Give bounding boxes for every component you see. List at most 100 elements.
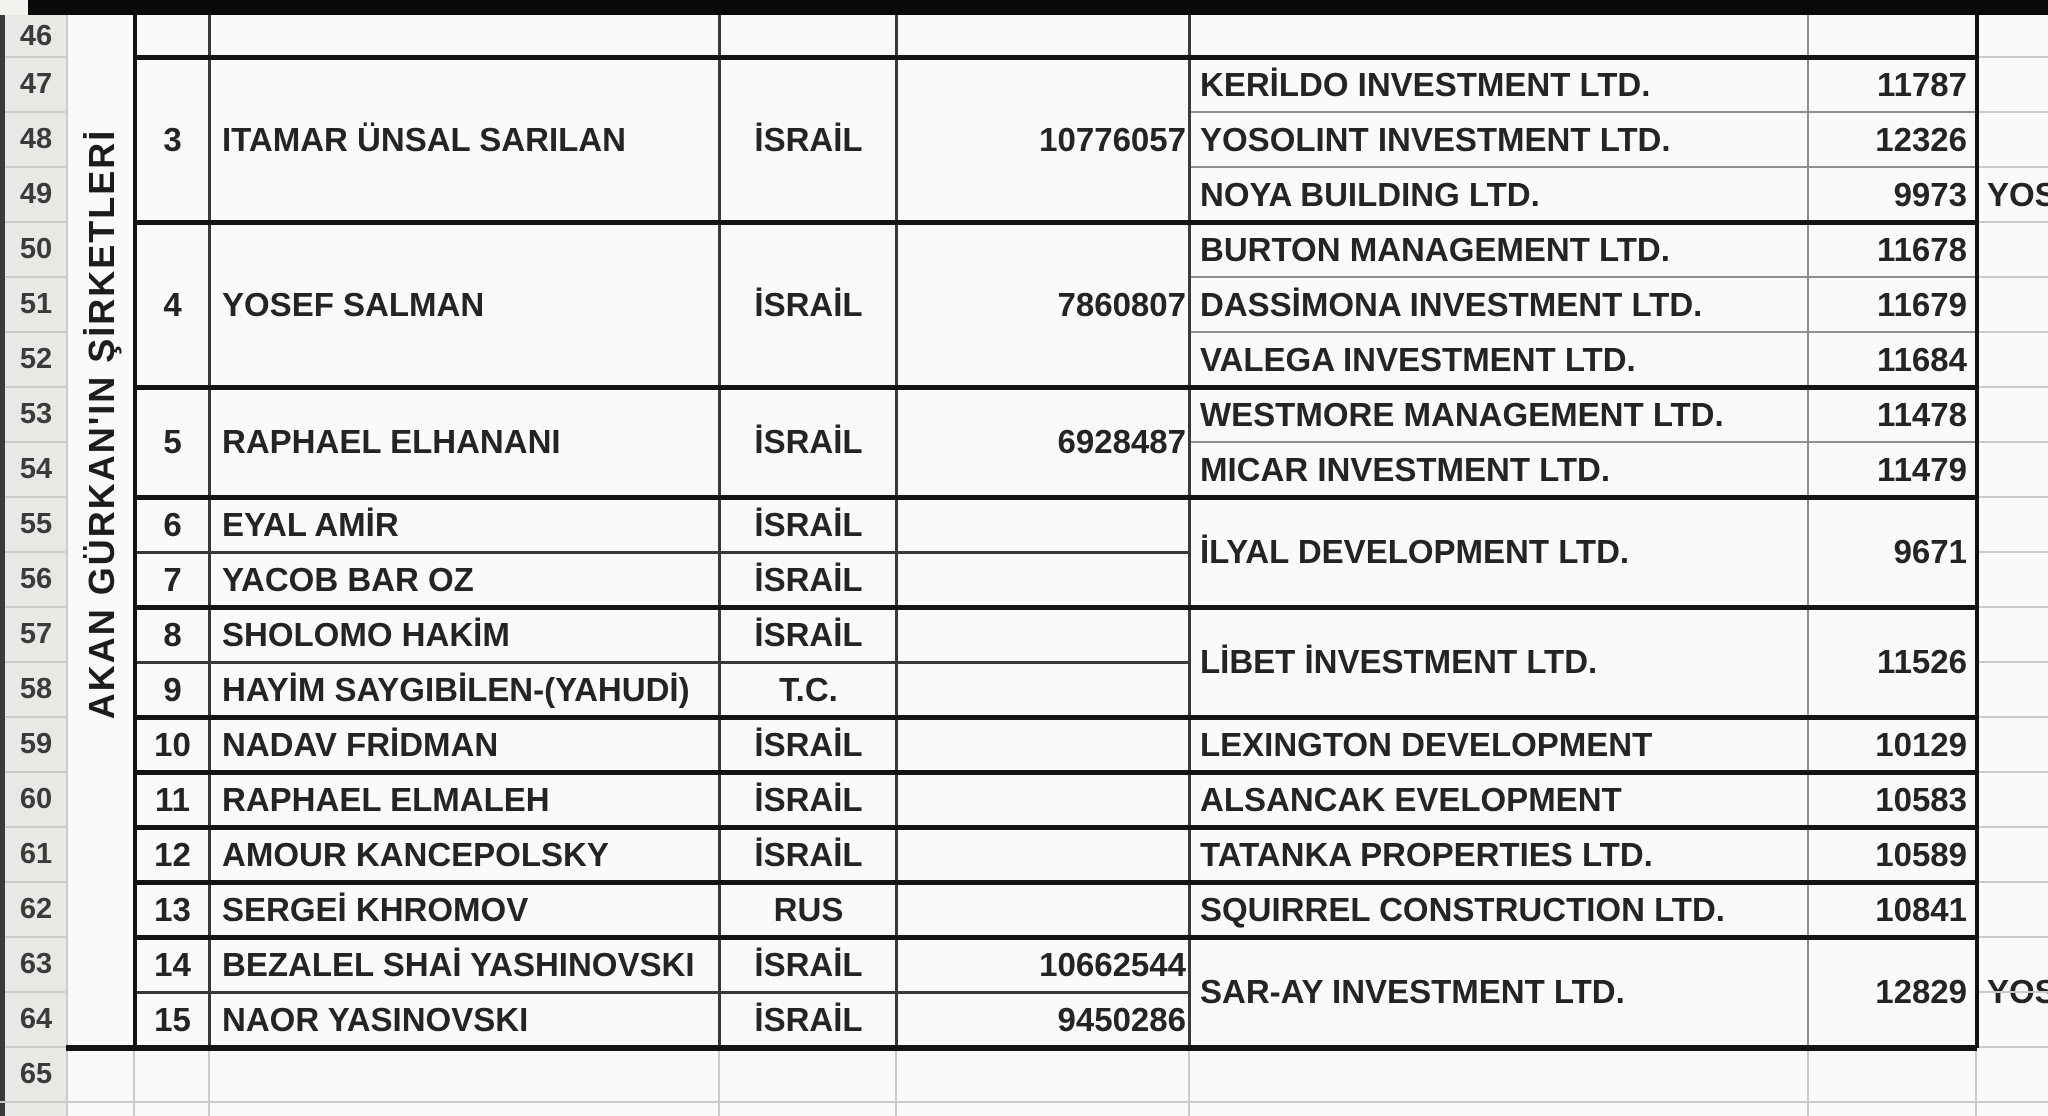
cell-company-no[interactable]: 11679 xyxy=(1877,285,1967,323)
row-header[interactable]: 50 xyxy=(19,233,53,265)
row-header[interactable]: 52 xyxy=(19,343,53,375)
cell-company[interactable]: LİBET İNVESTMENT LTD. xyxy=(1200,643,1598,680)
gridline xyxy=(1977,111,2048,113)
cell-nationality[interactable]: İSRAİL xyxy=(754,1000,863,1038)
cell-nationality[interactable]: İSRAİL xyxy=(754,945,863,983)
row-header[interactable]: 47 xyxy=(19,68,53,100)
cell-name[interactable]: ITAMAR ÜNSAL SARILAN xyxy=(222,120,626,158)
cell-company-no[interactable]: 12829 xyxy=(1875,973,1967,1010)
cell-id[interactable]: 7860807 xyxy=(1057,285,1186,323)
cell-name[interactable]: RAPHAEL ELHANANI xyxy=(222,423,561,460)
row-header[interactable]: 62 xyxy=(19,893,53,925)
row-header[interactable]: 49 xyxy=(19,178,53,210)
cell-company[interactable]: NOYA BUILDING LTD. xyxy=(1200,175,1540,213)
row-header[interactable]: 56 xyxy=(19,563,53,595)
cell-id[interactable]: 10662544 xyxy=(1039,945,1186,983)
cell-nationality[interactable]: İSRAİL xyxy=(754,835,863,873)
row-header[interactable]: 64 xyxy=(19,1003,53,1035)
cell-company[interactable]: TATANKA PROPERTIES LTD. xyxy=(1200,835,1653,873)
cell-company[interactable]: MICAR INVESTMENT LTD. xyxy=(1200,450,1611,488)
cell-company[interactable]: WESTMORE MANAGEMENT LTD. xyxy=(1200,395,1724,433)
cell-name[interactable]: NADAV FRİDMAN xyxy=(222,725,499,763)
cell-company[interactable]: ALSANCAK EVELOPMENT xyxy=(1200,780,1622,818)
cell-company[interactable]: DASSİMONA INVESTMENT LTD. xyxy=(1200,285,1703,323)
row-header[interactable]: 51 xyxy=(19,288,53,320)
cell-no[interactable]: 7 xyxy=(163,560,182,598)
row-header[interactable]: 53 xyxy=(19,398,53,430)
cell-company-no[interactable]: 11479 xyxy=(1877,450,1967,488)
cell-no[interactable]: 12 xyxy=(154,835,191,873)
cell-no[interactable]: 6 xyxy=(163,505,182,543)
cell-company-no[interactable]: 10583 xyxy=(1875,780,1967,818)
row-header[interactable]: 58 xyxy=(19,673,53,705)
cell-nationality[interactable]: İSRAİL xyxy=(754,725,863,763)
cell-no[interactable]: 10 xyxy=(154,725,191,763)
cell-id[interactable]: 9450286 xyxy=(1057,1000,1186,1038)
cell-no[interactable]: 5 xyxy=(163,423,182,460)
cell-nationality[interactable]: T.C. xyxy=(779,670,838,708)
cell-no[interactable]: 3 xyxy=(163,120,182,158)
cell-nationality[interactable]: İSRAİL xyxy=(754,615,863,653)
row-header[interactable]: 60 xyxy=(19,783,53,815)
cell-nationality[interactable]: İSRAİL xyxy=(754,505,863,543)
row-header[interactable]: 63 xyxy=(19,948,53,980)
cell-id[interactable]: 6928487 xyxy=(1057,423,1186,460)
group-title-vertical[interactable]: AKAN GÜRKAN'IN ŞİRKETLERİ xyxy=(68,127,135,720)
row-header[interactable]: 59 xyxy=(19,728,53,760)
gridline xyxy=(1977,716,2048,718)
row-header[interactable]: 55 xyxy=(19,508,53,540)
cell-name[interactable]: HAYİM SAYGIBİLEN-(YAHUDİ) xyxy=(222,670,690,708)
gridline xyxy=(5,496,67,498)
row-header[interactable]: 48 xyxy=(19,123,53,155)
cell-company[interactable]: İLYAL DEVELOPMENT LTD. xyxy=(1200,533,1630,570)
cell-company[interactable]: SQUIRREL CONSTRUCTION LTD. xyxy=(1200,890,1725,928)
group-border xyxy=(133,385,1977,390)
cell-name[interactable]: YACOB BAR OZ xyxy=(222,560,474,598)
cell-company[interactable]: YOSOLINT INVESTMENT LTD. xyxy=(1200,120,1671,158)
cell-name[interactable]: NAOR YASINOVSKI xyxy=(222,1000,529,1038)
row-header[interactable]: 54 xyxy=(19,453,53,485)
cell-no[interactable]: 13 xyxy=(154,890,191,928)
cell-company-no[interactable]: 11684 xyxy=(1877,340,1967,378)
cell-company-no[interactable]: 11478 xyxy=(1877,395,1967,433)
cell-no[interactable]: 15 xyxy=(154,1000,191,1038)
cell-company-no[interactable]: 10841 xyxy=(1875,890,1967,928)
cell-name[interactable]: RAPHAEL ELMALEH xyxy=(222,780,550,818)
row-header[interactable]: 61 xyxy=(19,838,53,870)
cell-nationality[interactable]: İSRAİL xyxy=(754,423,863,460)
cell-company-no[interactable]: 10589 xyxy=(1875,835,1967,873)
cell-company[interactable]: KERİLDO INVESTMENT LTD. xyxy=(1200,65,1651,103)
cell-nationality[interactable]: İSRAİL xyxy=(754,285,863,323)
cell-note-truncated[interactable]: YOS xyxy=(1987,175,2048,213)
cell-nationality[interactable]: İSRAİL xyxy=(754,120,863,158)
cell-company-no[interactable]: 11678 xyxy=(1877,230,1967,268)
row-header[interactable]: 57 xyxy=(19,618,53,650)
row-header[interactable]: 46 xyxy=(19,20,53,52)
cell-nationality[interactable]: İSRAİL xyxy=(754,780,863,818)
cell-id[interactable]: 10776057 xyxy=(1039,120,1186,158)
cell-name[interactable]: EYAL AMİR xyxy=(222,505,399,543)
cell-company-no[interactable]: 9671 xyxy=(1893,533,1967,570)
cell-company-no[interactable]: 10129 xyxy=(1875,725,1967,763)
cell-name[interactable]: SHOLOMO HAKİM xyxy=(222,615,510,653)
cell-company[interactable]: LEXINGTON DEVELOPMENT xyxy=(1200,725,1653,763)
cell-company[interactable]: BURTON MANAGEMENT LTD. xyxy=(1200,230,1670,268)
cell-name[interactable]: YOSEF SALMAN xyxy=(222,285,485,323)
cell-no[interactable]: 4 xyxy=(163,285,182,323)
cell-no[interactable]: 9 xyxy=(163,670,182,708)
cell-no[interactable]: 8 xyxy=(163,615,182,653)
cell-no[interactable]: 11 xyxy=(155,780,190,818)
cell-company-no[interactable]: 11526 xyxy=(1877,643,1967,680)
cell-nationality[interactable]: RUS xyxy=(773,890,844,928)
cell-nationality[interactable]: İSRAİL xyxy=(754,560,863,598)
cell-name[interactable]: BEZALEL SHAİ YASHINOVSKI xyxy=(222,945,695,983)
cell-company[interactable]: SAR-AY INVESTMENT LTD. xyxy=(1200,973,1625,1010)
row-header[interactable]: 65 xyxy=(19,1058,53,1090)
cell-name[interactable]: AMOUR KANCEPOLSKY xyxy=(222,835,609,873)
cell-no[interactable]: 14 xyxy=(154,945,191,983)
cell-company-no[interactable]: 9973 xyxy=(1893,175,1967,213)
cell-company[interactable]: VALEGA INVESTMENT LTD. xyxy=(1200,340,1636,378)
cell-company-no[interactable]: 11787 xyxy=(1877,65,1967,103)
cell-name[interactable]: SERGEİ KHROMOV xyxy=(222,890,529,928)
cell-company-no[interactable]: 12326 xyxy=(1875,120,1967,158)
